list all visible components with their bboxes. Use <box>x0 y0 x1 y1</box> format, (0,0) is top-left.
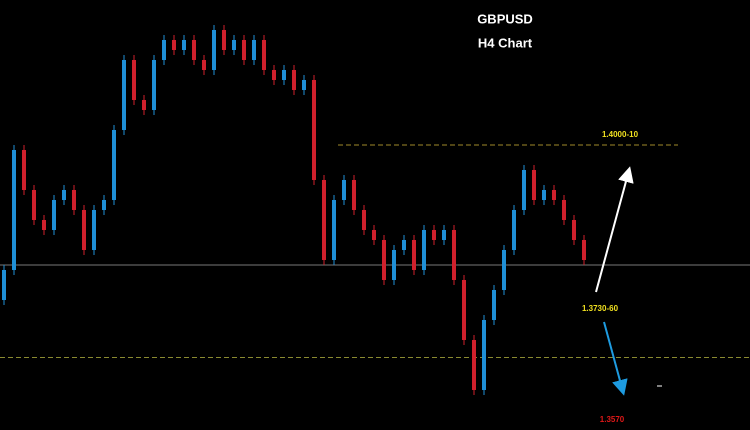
candle-body <box>122 60 126 130</box>
candle-body <box>342 180 346 200</box>
candle-body <box>542 190 546 200</box>
candle-body <box>272 70 276 80</box>
candle-body <box>22 150 26 190</box>
candle-body <box>32 190 36 220</box>
candle-body <box>152 60 156 110</box>
candle-body <box>472 340 476 390</box>
candle-body <box>442 230 446 240</box>
candle-body <box>172 40 176 50</box>
candle-body <box>62 190 66 200</box>
candle-body <box>2 270 6 300</box>
candle-body <box>532 170 536 200</box>
chart-subtitle: H4 Chart <box>478 35 533 50</box>
candle-body <box>462 280 466 340</box>
down-arrow <box>603 321 628 396</box>
candle-body <box>312 80 316 180</box>
candle-body <box>182 40 186 50</box>
candle-body <box>332 200 336 260</box>
candle-body <box>482 320 486 390</box>
up-arrow <box>595 166 634 293</box>
candle-body <box>502 250 506 290</box>
candle-body <box>252 40 256 60</box>
candle-body <box>422 230 426 270</box>
candle-body <box>322 180 326 260</box>
candle-body <box>82 210 86 250</box>
candle-body <box>142 100 146 110</box>
candle-body <box>52 200 56 230</box>
candle-body <box>572 220 576 240</box>
candle-body <box>262 40 266 70</box>
candle-body <box>192 40 196 60</box>
candle-body <box>102 200 106 210</box>
annotation: 1.3570 <box>600 415 625 424</box>
candle-body <box>132 60 136 100</box>
candle-body <box>222 30 226 50</box>
annotation: 1.3730-60 <box>582 304 619 313</box>
candle-body <box>302 80 306 90</box>
candle-body <box>242 40 246 60</box>
candle-body <box>382 240 386 280</box>
candle-body <box>512 210 516 250</box>
candle-body <box>292 70 296 90</box>
candle-body <box>162 40 166 60</box>
candle-body <box>372 230 376 240</box>
candle-body <box>202 60 206 70</box>
candle-body <box>352 180 356 210</box>
candle-body <box>522 170 526 210</box>
candle-body <box>12 150 16 270</box>
candle-body <box>392 250 396 280</box>
candle-body <box>232 40 236 50</box>
annotation: 1.4000-10 <box>602 130 639 139</box>
candle-body <box>492 290 496 320</box>
candle-body <box>42 220 46 230</box>
chart-title: GBPUSD <box>477 11 533 26</box>
candle-body <box>562 200 566 220</box>
candle-body <box>92 210 96 250</box>
candle-body <box>402 240 406 250</box>
candle-body <box>112 130 116 200</box>
candle-body <box>552 190 556 200</box>
candle-body <box>282 70 286 80</box>
candle-body <box>212 30 216 70</box>
candle-body <box>432 230 436 240</box>
candle-body <box>412 240 416 270</box>
candle-body <box>72 190 76 210</box>
candle-body <box>452 230 456 280</box>
candle-body <box>362 210 366 230</box>
candle-body <box>582 240 586 260</box>
